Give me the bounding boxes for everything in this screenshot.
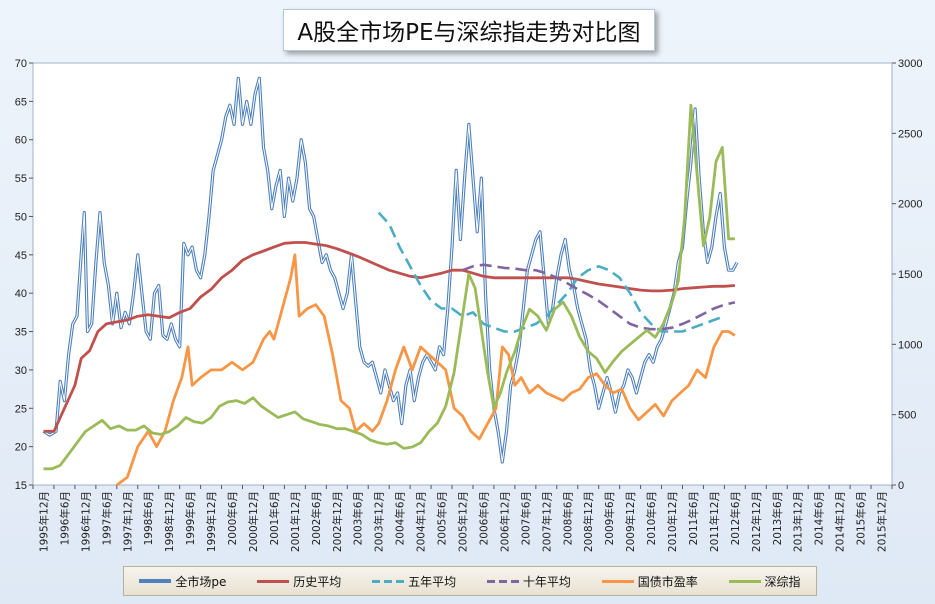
- plot-area: [32, 62, 893, 486]
- x-tick-label: 2010年6月: [645, 491, 658, 545]
- y-left-tick-label: 55: [15, 173, 27, 185]
- x-tick-label: 2015年6月: [855, 491, 868, 545]
- chart-title: A股全市场PE与深综指走势对比图: [283, 9, 655, 51]
- y-right-tick-label: 2500: [898, 128, 922, 140]
- legend-label-pe: 全市场pe: [175, 574, 227, 589]
- x-tick-label: 1996年6月: [58, 491, 71, 545]
- y-right-tick-label: 500: [898, 410, 916, 422]
- x-tick-label: 1996年12月: [79, 491, 92, 552]
- legend-swatch-10y-avg: [486, 575, 519, 587]
- legend-swatch-hist-avg: [257, 575, 290, 587]
- x-tick-label: 2002年12月: [331, 491, 344, 552]
- x-tick-label: 2009年6月: [603, 491, 616, 545]
- legend: 全市场pe 历史平均 五年平均 十年平均 国债市盈率 深综指: [123, 566, 817, 596]
- x-tick-label: 2001年6月: [268, 491, 281, 545]
- x-tick-label: 1999年12月: [205, 491, 218, 552]
- legend-item-szci: 深综指: [728, 573, 801, 590]
- y-right-tick-label: 3000: [898, 58, 922, 70]
- y-left-tick-label: 30: [15, 365, 27, 377]
- x-tick-label: 2006年12月: [498, 491, 511, 552]
- x-tick-label: 2012年12月: [750, 491, 763, 552]
- legend-item-5y-avg: 五年平均: [372, 573, 456, 590]
- x-tick-label: 2011年12月: [708, 491, 721, 552]
- x-tick-label: 1995年12月: [37, 491, 50, 552]
- y-left-tick-label: 60: [15, 135, 27, 147]
- x-tick-label: 2004年12月: [415, 491, 428, 552]
- legend-item-10y-avg: 十年平均: [486, 573, 571, 590]
- x-tick-label: 2008年12月: [582, 491, 595, 552]
- legend-swatch-szci: [728, 575, 761, 587]
- y-left-tick-label: 15: [15, 480, 27, 492]
- y-left-tick-label: 35: [15, 327, 27, 339]
- y-right-tick-label: 2000: [898, 199, 922, 211]
- y-left-tick-label: 50: [15, 211, 27, 223]
- x-tick-label: 2011年6月: [687, 491, 700, 545]
- x-tick-label: 2003年6月: [352, 491, 365, 545]
- x-tick-label: 2004年6月: [394, 491, 407, 545]
- legend-item-pe: 全市场pe: [139, 573, 226, 590]
- x-tick-label: 2001年12月: [289, 491, 302, 552]
- x-tick-label: 2008年6月: [561, 491, 574, 545]
- series-line-3: [462, 263, 736, 331]
- x-tick-label: 2014年6月: [813, 491, 826, 545]
- series-line-5: [43, 103, 735, 471]
- x-tick-label: 1997年6月: [100, 491, 113, 545]
- x-tick-label: 2003年12月: [373, 491, 386, 552]
- x-tick-label: 2002年6月: [310, 491, 323, 545]
- x-tick-label: 1997年12月: [121, 491, 134, 552]
- legend-label-10y-avg: 十年平均: [522, 574, 571, 589]
- y-left-tick-label: 25: [15, 403, 27, 415]
- y-right-tick-label: 1000: [898, 339, 922, 351]
- x-tick-label: 2000年12月: [247, 491, 260, 552]
- x-tick-label: 2015年12月: [876, 491, 889, 552]
- x-tick-label: 2012年6月: [729, 491, 742, 545]
- x-tick-label: 2006年6月: [477, 491, 490, 545]
- x-tick-label: 2013年6月: [771, 491, 784, 545]
- legend-label-5y-avg: 五年平均: [408, 574, 457, 589]
- series-line-4: [115, 253, 736, 487]
- y-left-tick-label: 40: [15, 288, 27, 300]
- y-left-tick-label: 65: [15, 96, 27, 108]
- series-line-1: [43, 241, 736, 433]
- legend-label-bond-pe: 国债市盈率: [637, 574, 698, 589]
- y-left-tick-label: 20: [15, 442, 27, 454]
- x-tick-label: 2000年6月: [226, 491, 239, 545]
- x-tick-label: 2009年12月: [624, 491, 637, 552]
- x-tick-label: 1999年6月: [184, 491, 197, 545]
- legend-swatch-pe: [139, 575, 172, 587]
- x-tick-label: 1998年6月: [142, 491, 155, 545]
- y-left-tick-label: 45: [15, 250, 27, 262]
- x-tick-label: 1998年12月: [163, 491, 176, 552]
- legend-label-hist-avg: 历史平均: [293, 574, 342, 589]
- x-tick-label: 2007年12月: [540, 491, 553, 552]
- y-right-tick-label: 0: [898, 480, 904, 492]
- legend-item-hist-avg: 历史平均: [257, 573, 341, 590]
- legend-label-szci: 深综指: [764, 574, 801, 589]
- x-tick-label: 2014年12月: [834, 491, 847, 552]
- x-tick-label: 2007年6月: [519, 491, 532, 545]
- legend-item-bond-pe: 国债市盈率: [601, 573, 698, 590]
- x-tick-label: 2010年12月: [666, 491, 679, 552]
- y-left-tick-label: 70: [15, 58, 27, 70]
- x-tick-label: 2005年6月: [436, 491, 449, 545]
- x-tick-label: 2005年12月: [457, 491, 470, 552]
- legend-swatch-5y-avg: [372, 575, 405, 587]
- legend-swatch-bond-pe: [601, 575, 634, 587]
- series-line-2: [377, 211, 725, 333]
- x-tick-label: 2013年12月: [792, 491, 805, 552]
- y-right-tick-label: 1500: [898, 269, 922, 281]
